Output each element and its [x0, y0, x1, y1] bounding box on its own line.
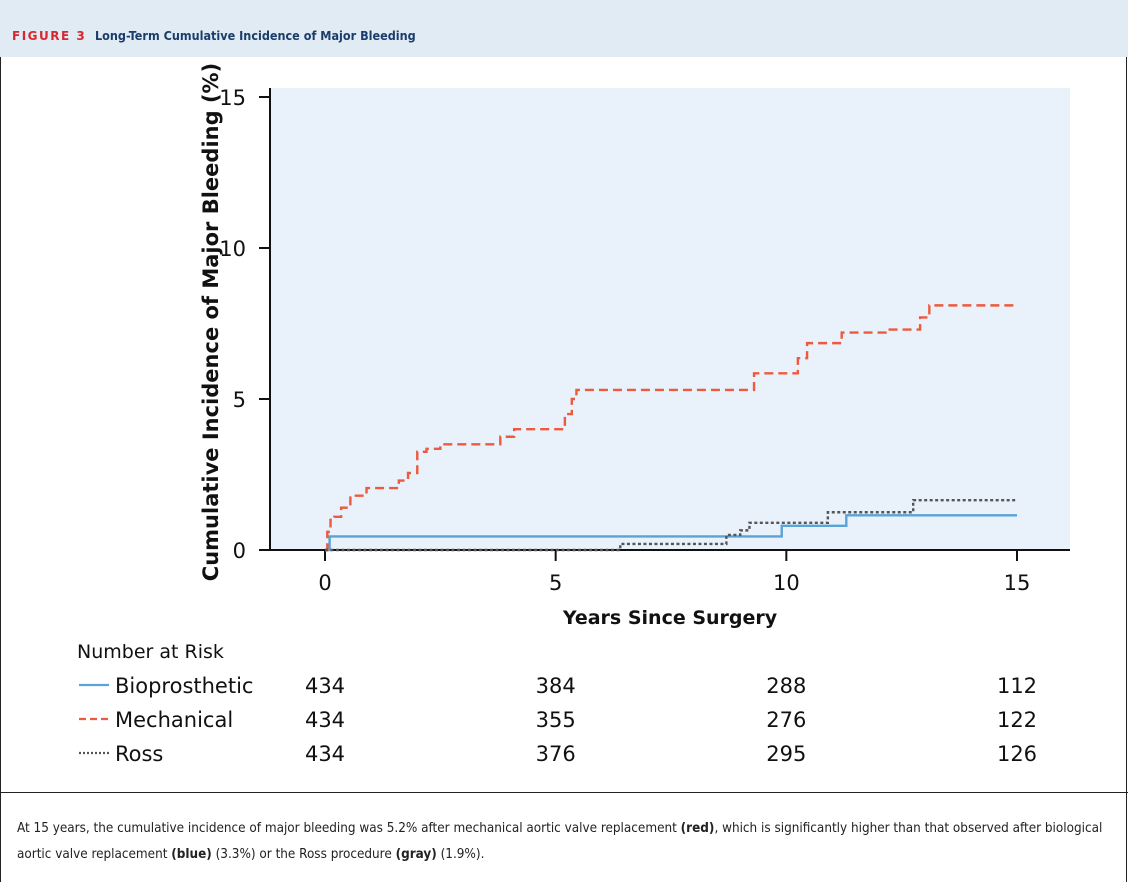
y-tick-label: 5	[233, 388, 246, 412]
series-bioprosthetic-line	[325, 514, 1017, 552]
series-mechanical-line	[325, 304, 1017, 552]
risk-row-name: Ross	[115, 742, 163, 766]
caption-gray-tag: (gray)	[395, 847, 437, 862]
risk-value: 434	[305, 708, 345, 732]
risk-value: 355	[536, 708, 576, 732]
caption-blue-tag: (blue)	[171, 847, 212, 862]
risk-value: 384	[536, 674, 576, 698]
caption-text-1: At 15 years, the cumulative incidence of…	[17, 821, 681, 836]
x-axis-label: Years Since Surgery	[562, 607, 778, 629]
x-tick-label: 5	[549, 571, 562, 595]
figure-title: Long-Term Cumulative Incidence of Major …	[95, 28, 416, 43]
caption-red-tag: (red)	[680, 821, 715, 836]
risk-value: 434	[305, 742, 345, 766]
series-layer	[325, 304, 1017, 552]
risk-value: 126	[997, 742, 1037, 766]
risk-value: 276	[766, 708, 806, 732]
plot-area	[270, 88, 1070, 550]
caption-text-2: , which is significantly higher than tha…	[17, 821, 1103, 862]
caption-text-3: (3.3%) or the Ross procedure	[211, 847, 396, 862]
chart: 0 5 10 15 0 5 10 15 Cumulative Incidence of Ma…	[77, 63, 1070, 766]
y-tick-label: 0	[233, 539, 246, 563]
series-ross-line	[325, 498, 1017, 552]
x-ticks: 0 5 10 15	[318, 550, 1030, 595]
caption-text-4: (1.9%).	[436, 847, 485, 862]
y-tick-label: 10	[219, 237, 246, 261]
figure-header: FIGURE 3 Long-Term Cumulative Incidence …	[0, 0, 1128, 57]
y-axis-label: Cumulative Incidence of Major Bleeding (…	[199, 63, 223, 581]
caption-divider	[0, 792, 1128, 793]
risk-value: 376	[536, 742, 576, 766]
risk-value: 295	[766, 742, 806, 766]
risk-value: 122	[997, 708, 1037, 732]
figure-caption: At 15 years, the cumulative incidence of…	[17, 816, 1107, 868]
risk-value: 112	[997, 674, 1037, 698]
risk-row-name: Mechanical	[115, 708, 233, 732]
x-tick-label: 0	[318, 571, 331, 595]
y-ticks: 0 5 10 15	[219, 86, 270, 563]
risk-row-name: Bioprosthetic	[115, 674, 253, 698]
risk-value: 434	[305, 674, 345, 698]
figure-label: FIGURE 3	[12, 29, 87, 43]
risk-table-title: Number at Risk	[77, 641, 224, 663]
x-tick-label: 15	[1004, 571, 1031, 595]
x-tick-label: 10	[773, 571, 800, 595]
risk-table: Bioprosthetic 434 384 288 112 Mechanical 434 35…	[79, 674, 1037, 766]
y-tick-label: 15	[219, 86, 246, 110]
risk-value: 288	[766, 674, 806, 698]
